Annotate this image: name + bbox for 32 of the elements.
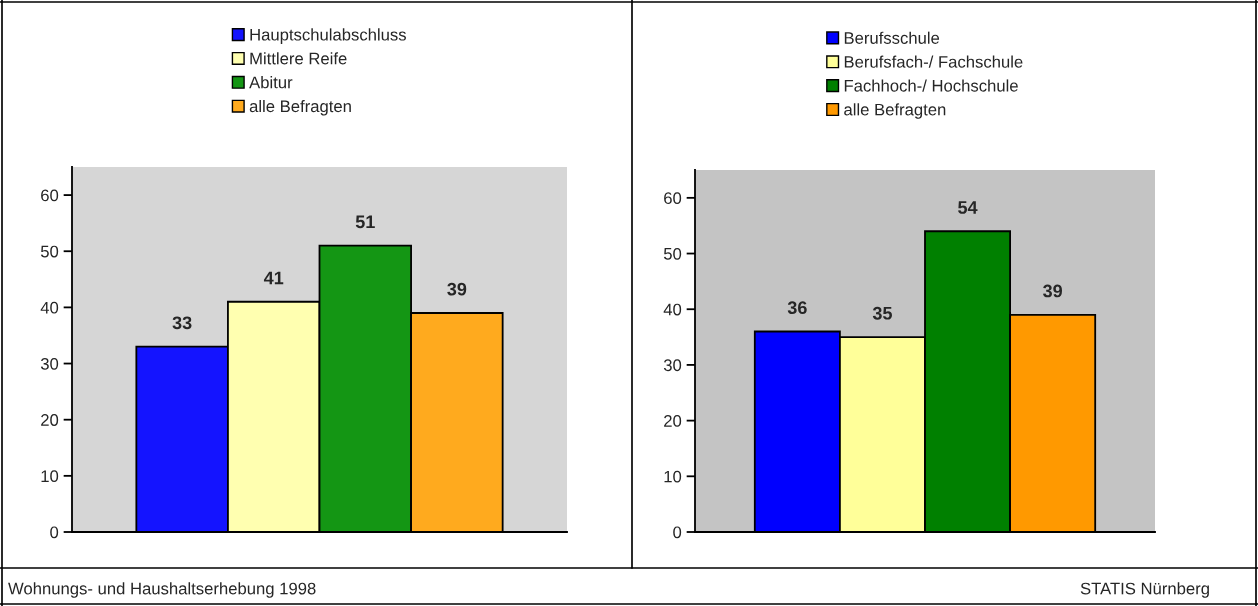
legend-label: Abitur [249,76,293,89]
legend-label: Mittlere Reife [250,52,347,65]
data-label: 41 [263,271,284,285]
data-label: 35 [872,306,892,320]
y-tick-label: 30 [40,357,59,370]
y-tick-label: 50 [663,247,682,260]
text: Wohnungs- und Haushaltserhebung 1998 [8,582,316,598]
y-tick-label: 20 [41,414,59,426]
data-label: 51 [355,215,375,229]
y-tick-label: 30 [663,359,682,372]
legend-label: Berufsfach-/ Fachschule [844,55,1023,68]
y-tick-label: 60 [664,192,682,205]
y-tick-label: 60 [41,189,59,202]
data-label: 39 [1043,284,1063,298]
legend-label: Hauptschulabschluss [250,28,406,44]
y-tick-label: 20 [664,415,682,427]
y-tick-label: 0 [50,526,59,539]
y-tick-label: 50 [40,245,59,258]
y-tick-label: 10 [664,470,682,483]
legend-label: Berufsschule [844,31,940,44]
legend-label: Fachhoch-/ Hochschule [844,79,1018,92]
legend-label: alle Befragten [844,103,946,119]
y-tick-label: 0 [673,526,682,539]
y-tick-label: 40 [663,303,682,316]
data-label: 39 [447,282,467,296]
legend-label: alle Befragten [249,99,351,116]
text: STATIS Nürnberg [1080,582,1209,598]
data-label: 36 [787,301,807,315]
data-label: 54 [958,201,978,214]
y-tick-label: 40 [40,301,59,314]
y-tick-label: 10 [41,470,59,483]
data-label: 33 [172,316,192,330]
